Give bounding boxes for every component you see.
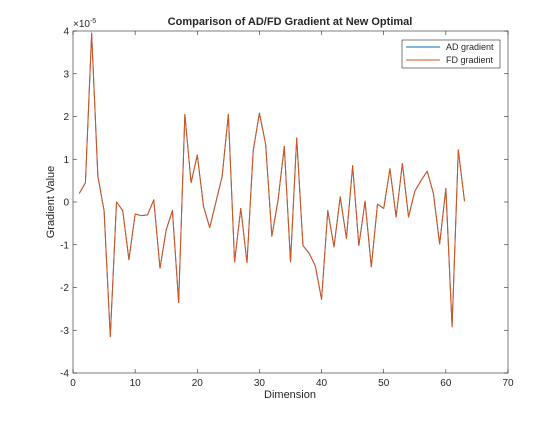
y-tick-label: -3: [60, 326, 69, 337]
y-tick-label: -2: [60, 283, 69, 294]
y-tick-label: 0: [63, 198, 69, 209]
y-axis-label: Gradient Value: [45, 166, 57, 239]
x-tick-label: 0: [70, 378, 76, 389]
y-tick-label: 2: [63, 112, 69, 123]
x-tick-label: 40: [316, 378, 328, 389]
axes: 0 10 20 30 40 50 60 70 -4 -3 -2 -1 0 1 2 3 4: [60, 27, 514, 390]
series-line-fd-gradient: [78, 32, 465, 338]
x-tick-label: 60: [440, 378, 452, 389]
x-tick-label: 20: [192, 378, 204, 389]
y-tick-label: -1: [60, 240, 69, 251]
legend-label-fd-gradient: FD gradient: [446, 55, 494, 65]
x-tick-label: 10: [130, 378, 142, 389]
exponent-power: -5: [90, 18, 96, 25]
exponent-base: ×10: [73, 19, 90, 30]
x-tick-label: 30: [254, 378, 266, 389]
chart-title: Comparison of AD/FD Gradient at New Opti…: [168, 16, 413, 28]
series-lines: [78, 32, 465, 338]
legend-box: [401, 39, 501, 69]
y-tick-label: 3: [63, 69, 69, 80]
legend-label-ad-gradient: AD gradient: [446, 42, 494, 52]
y-tick-label: 1: [63, 155, 69, 166]
legend: AD gradient FD gradient: [401, 39, 501, 69]
x-axis-label: Dimension: [264, 389, 316, 401]
plot-area: [72, 30, 509, 374]
x-tick-label: 70: [502, 378, 514, 389]
y-tick-label: 4: [63, 27, 69, 38]
y-tick-label: -4: [60, 369, 69, 380]
exponent-label: ×10-5: [73, 18, 96, 30]
x-tick-label: 50: [378, 378, 390, 389]
